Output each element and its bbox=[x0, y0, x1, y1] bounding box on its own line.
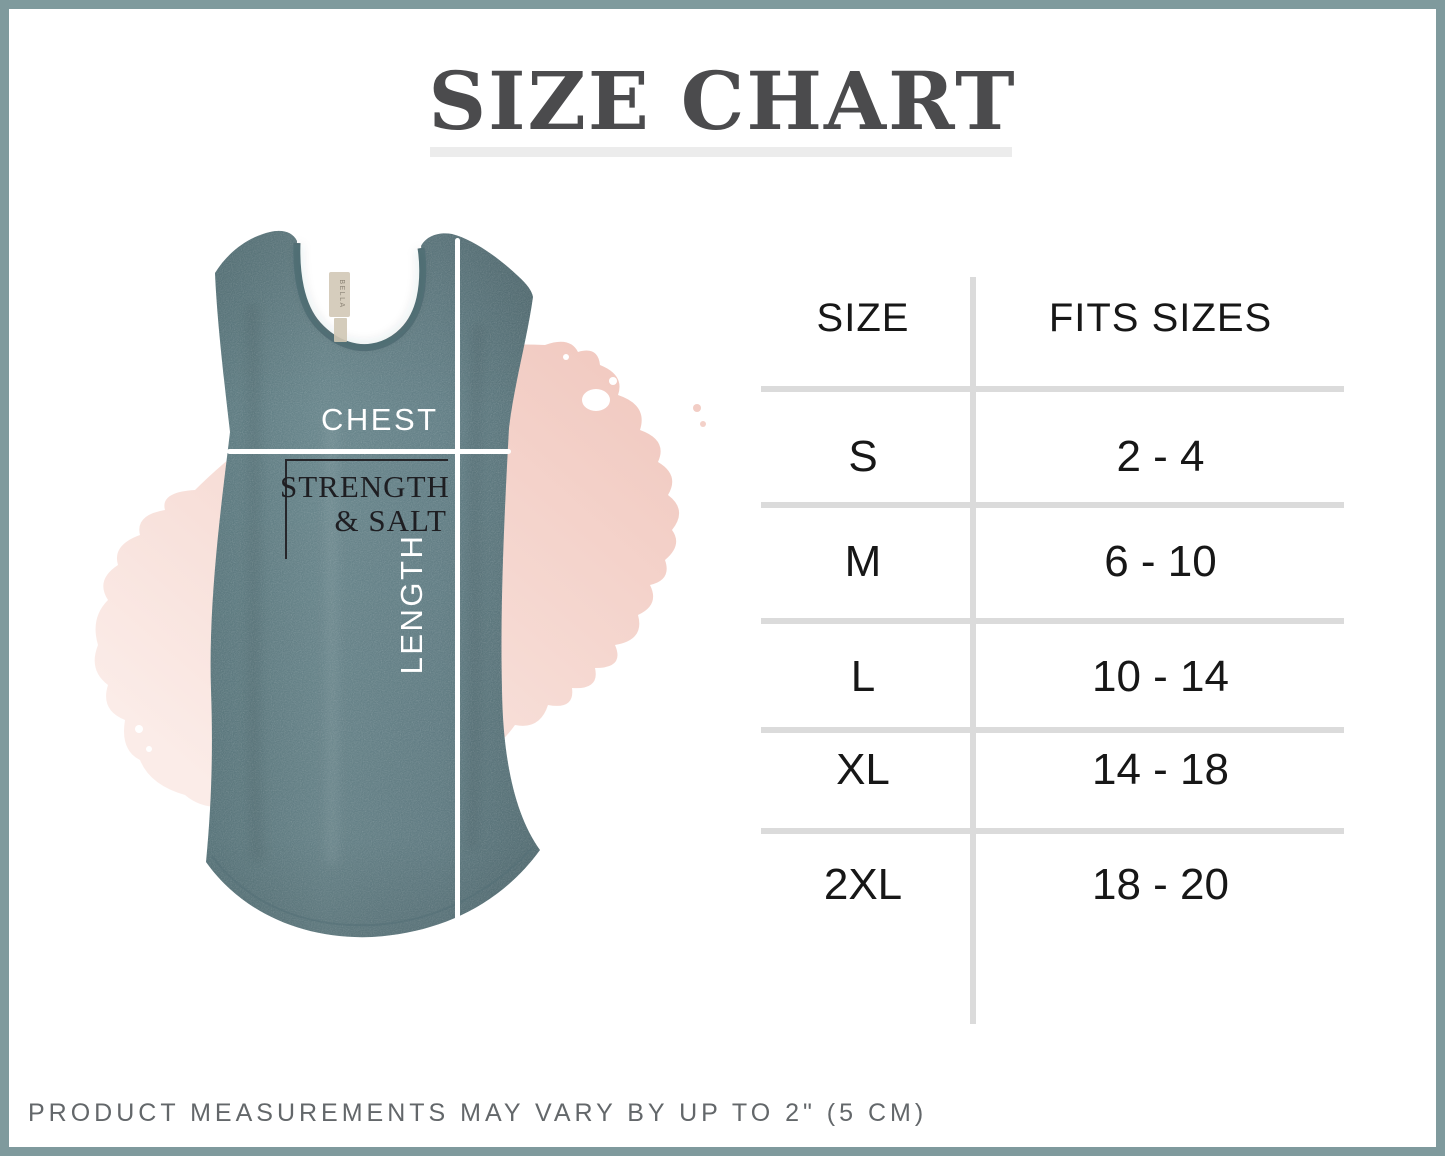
footer-note: PRODUCT MEASUREMENTS MAY VARY BY UP TO 2… bbox=[28, 1099, 928, 1127]
fabric-folds bbox=[245, 303, 484, 865]
table-cell-fits: 10 - 14 bbox=[1092, 652, 1229, 701]
shirt-print-line2: & SALT bbox=[334, 503, 447, 538]
size-table: SIZE FITS SIZES S 2 - 4 M 6 - 10 L 10 - … bbox=[757, 268, 1345, 1028]
table-header-fits: FITS SIZES bbox=[1048, 296, 1273, 340]
chest-label: CHEST bbox=[321, 402, 439, 437]
table-cell-size: XL bbox=[836, 745, 890, 794]
neckline-binding bbox=[293, 242, 427, 352]
neckline-shadow bbox=[297, 244, 422, 346]
print-bracket-left bbox=[285, 459, 287, 559]
page-title: SIZE CHART bbox=[428, 54, 1017, 148]
length-measure-line bbox=[455, 238, 460, 926]
table-cell-size: S bbox=[848, 432, 878, 481]
chest-measure-line bbox=[227, 449, 511, 454]
neck-tag-text: BELLA bbox=[338, 279, 345, 308]
table-cell-fits: 6 - 10 bbox=[1104, 537, 1217, 586]
watercolor-hole bbox=[135, 725, 143, 733]
length-label: LENGTH bbox=[394, 533, 429, 675]
table-row-divider bbox=[761, 386, 1344, 392]
table-cell-fits: 14 - 18 bbox=[1092, 745, 1229, 794]
table-row-divider bbox=[761, 727, 1344, 733]
watercolor-hole bbox=[609, 377, 617, 385]
neck-tag-small bbox=[334, 318, 347, 342]
table-header-size: SIZE bbox=[816, 296, 910, 340]
watercolor-hole bbox=[563, 354, 569, 360]
table-cell-size: 2XL bbox=[823, 860, 903, 909]
hem-stitch bbox=[211, 845, 535, 927]
print-bracket-top bbox=[285, 459, 448, 461]
table-row-divider bbox=[761, 502, 1344, 508]
shirt-print-line1: STRENGTH bbox=[280, 469, 450, 504]
table-cell-fits: 2 - 4 bbox=[1116, 432, 1205, 481]
watercolor-hole bbox=[582, 389, 610, 411]
table-cell-size: M bbox=[844, 537, 882, 586]
table-row-divider bbox=[761, 618, 1344, 624]
watercolor-dot bbox=[693, 404, 701, 412]
shirt-print-text: STRENGTH & SALT bbox=[280, 469, 450, 538]
table-cell-size: L bbox=[850, 652, 876, 701]
watercolor-dot bbox=[700, 421, 706, 427]
title-underline bbox=[430, 147, 1012, 157]
watercolor-hole bbox=[146, 746, 152, 752]
table-column-divider bbox=[970, 277, 976, 1024]
table-cell-fits: 18 - 20 bbox=[1092, 860, 1229, 909]
table-row-divider bbox=[761, 828, 1344, 834]
neck-tag bbox=[329, 272, 350, 317]
